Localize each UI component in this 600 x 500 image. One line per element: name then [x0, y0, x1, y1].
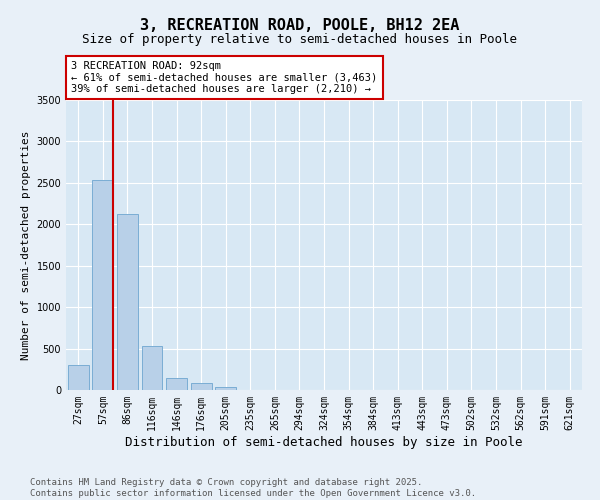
Text: Size of property relative to semi-detached houses in Poole: Size of property relative to semi-detach… — [83, 32, 517, 46]
Bar — [92, 180, 113, 390]
Bar — [117, 214, 138, 390]
Text: 3 RECREATION ROAD: 92sqm
← 61% of semi-detached houses are smaller (3,463)
39% o: 3 RECREATION ROAD: 92sqm ← 61% of semi-d… — [71, 61, 377, 94]
Bar — [191, 384, 212, 390]
X-axis label: Distribution of semi-detached houses by size in Poole: Distribution of semi-detached houses by … — [125, 436, 523, 448]
Bar — [215, 386, 236, 390]
Text: 3, RECREATION ROAD, POOLE, BH12 2EA: 3, RECREATION ROAD, POOLE, BH12 2EA — [140, 18, 460, 32]
Bar — [166, 378, 187, 390]
Text: Contains HM Land Registry data © Crown copyright and database right 2025.
Contai: Contains HM Land Registry data © Crown c… — [30, 478, 476, 498]
Y-axis label: Number of semi-detached properties: Number of semi-detached properties — [21, 130, 31, 360]
Bar — [68, 365, 89, 390]
Bar — [142, 346, 163, 390]
